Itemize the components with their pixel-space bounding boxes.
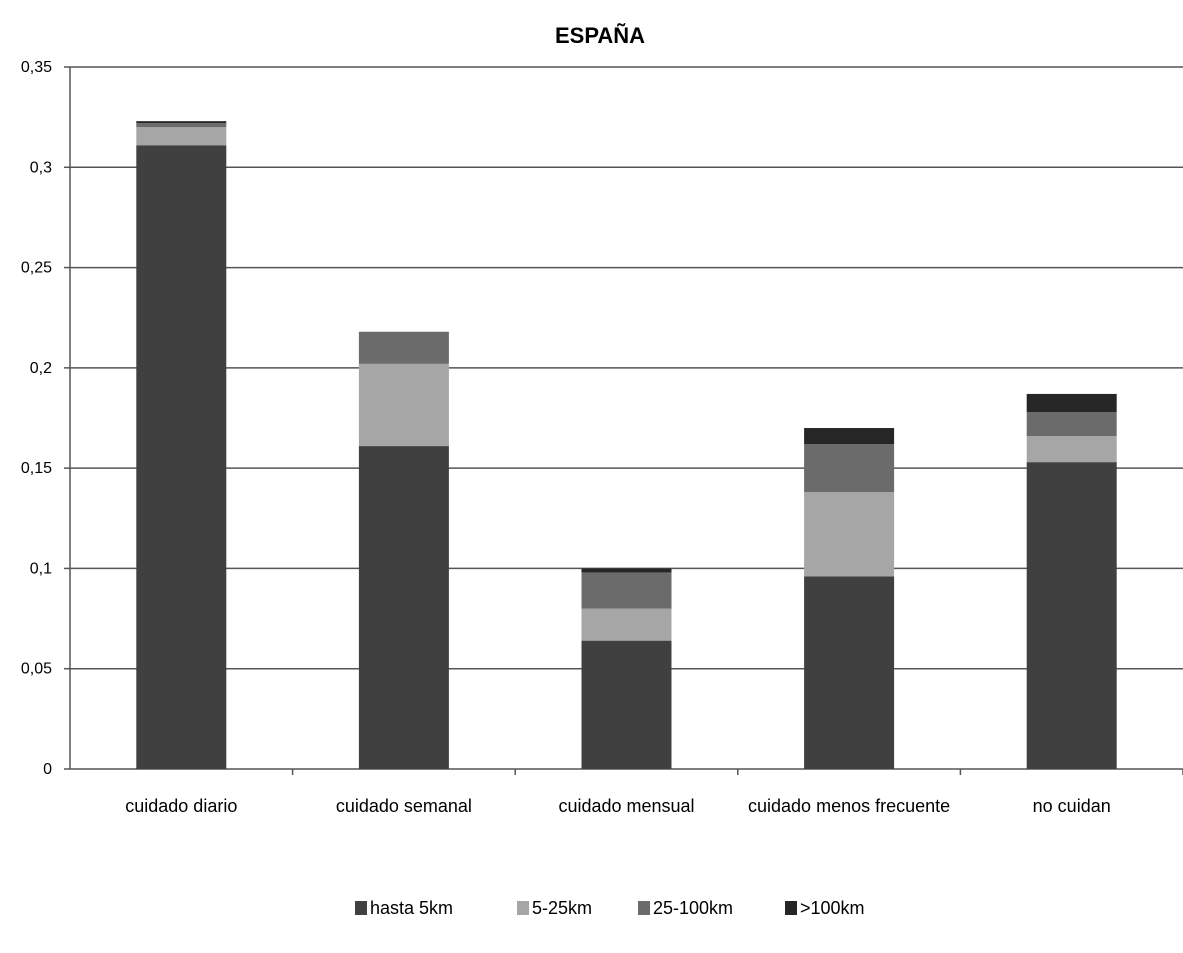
legend-swatch [638,901,650,915]
y-tick-label: 0,3 [30,159,52,176]
y-tick-label: 0 [43,761,52,778]
bar-segment [136,121,227,124]
bar-segment [581,640,672,769]
tick-labels: 0 0,05 0,1 0,15 0,2 0,25 0,3 0,35 cuidado diario… [21,59,1111,816]
bar-segment [804,576,895,769]
x-tick-label: cuidado mensual [558,796,694,816]
x-tick-label: cuidado menos frecuente [748,796,950,816]
bar-segment [804,492,895,577]
bar-segment [1026,393,1117,412]
legend-swatch [517,901,529,915]
bar-segment [136,123,227,128]
bar-segment [136,127,227,146]
y-tick-label: 0,2 [30,360,52,377]
bar-segment [581,568,672,573]
y-tick-label: 0,25 [21,260,52,277]
chart-title: ESPAÑA [555,23,645,48]
x-tick-label: cuidado semanal [336,796,472,816]
y-tick-label: 0,1 [30,560,52,577]
bar-segment [358,363,449,447]
bar-segment [804,444,895,493]
bar-segment [1026,462,1117,769]
bar-segment [358,446,449,769]
y-tick-label: 0,35 [21,59,52,76]
legend-label: hasta 5km [370,898,453,918]
x-tick-label: no cuidan [1033,796,1111,816]
gridlines [70,66,1183,670]
bar-segment [804,428,895,445]
bar-segment [581,608,672,641]
legend-swatch [355,901,367,915]
y-tick-label: 0,05 [21,661,52,678]
legend-label: 5-25km [532,898,592,918]
bar-segment [358,331,449,364]
legend-swatch [785,901,797,915]
legend: hasta 5km 5-25km 25-100km >100km [355,898,865,918]
legend-label: 25-100km [653,898,733,918]
bar-segment [136,145,227,770]
bars [136,121,1117,770]
legend-label: >100km [800,898,865,918]
x-tick-label: cuidado diario [125,796,237,816]
y-tick-label: 0,15 [21,460,52,477]
bar-segment [1026,436,1117,463]
bar-segment [1026,411,1117,437]
bar-segment [581,572,672,609]
